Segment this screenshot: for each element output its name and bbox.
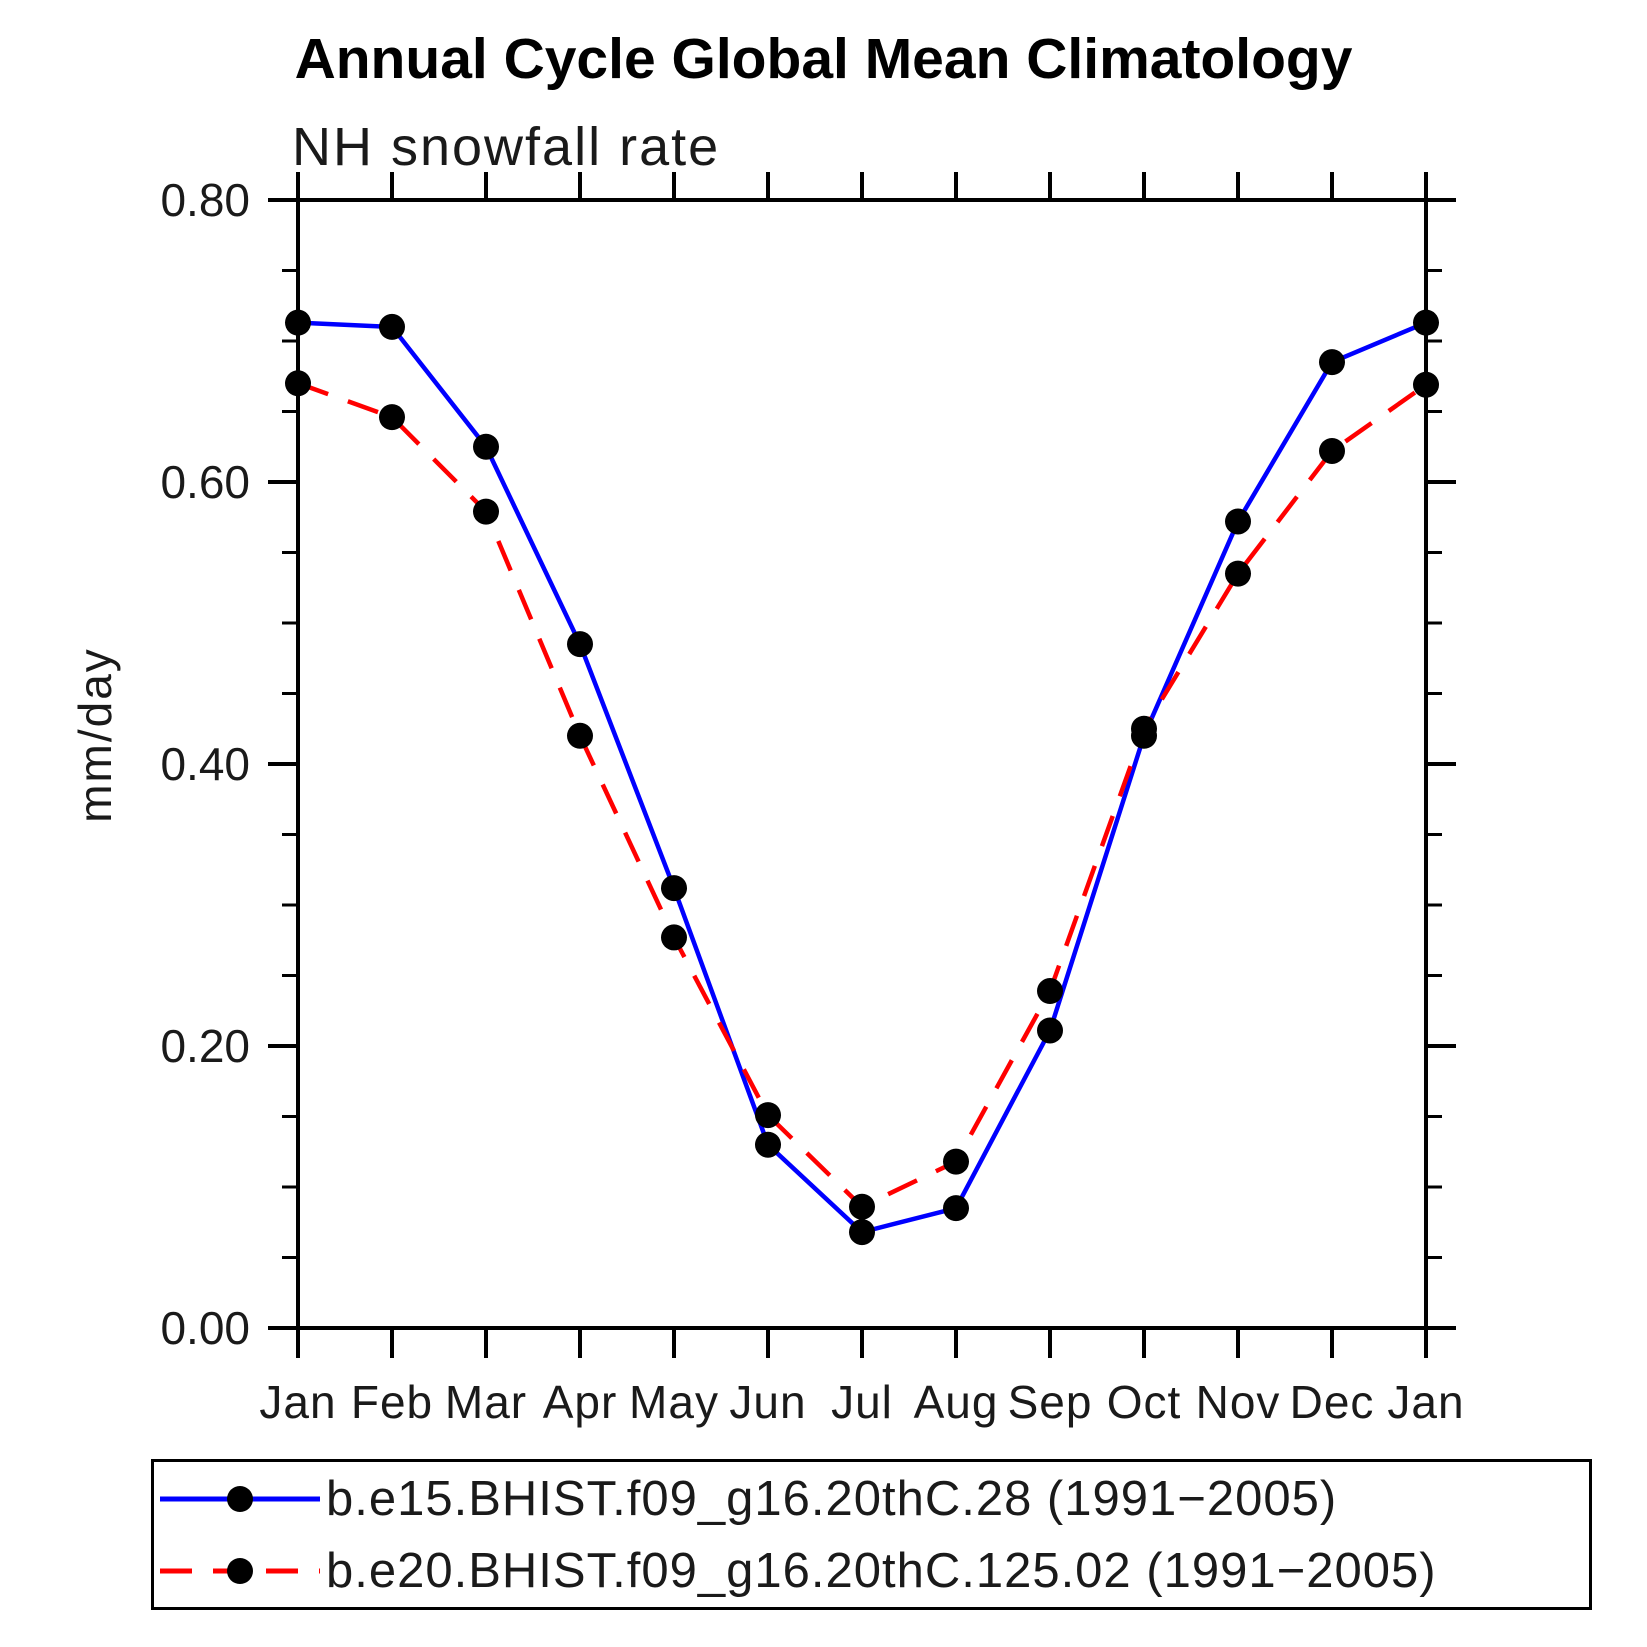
legend: b.e15.BHIST.f09_g16.20thC.28 (1991−2005)… — [151, 1459, 1592, 1610]
data-point-marker — [473, 498, 499, 525]
legend-marker-dot — [227, 1557, 253, 1584]
data-point-marker — [755, 1102, 781, 1129]
y-tick-label: 0.40 — [160, 738, 250, 790]
x-tick-label: Jan — [1387, 1376, 1464, 1428]
data-point-marker — [285, 309, 311, 336]
legend-line-sample-solid — [160, 1485, 320, 1512]
legend-line-sample-dashed — [160, 1557, 320, 1584]
chart-title: Annual Cycle Global Mean Climatology — [294, 27, 1353, 91]
data-point-marker — [1037, 978, 1063, 1005]
data-point-marker — [285, 370, 311, 397]
data-point-marker — [849, 1219, 875, 1246]
data-point-marker — [943, 1148, 969, 1175]
data-point-marker — [943, 1195, 969, 1222]
x-tick-label: Aug — [914, 1376, 999, 1428]
data-point-marker — [1037, 1017, 1063, 1044]
y-tick-label: 0.80 — [160, 174, 250, 226]
y-tick-label: 0.00 — [160, 1302, 250, 1354]
data-point-marker — [1225, 560, 1251, 587]
y-tick-label: 0.60 — [160, 456, 250, 508]
x-tick-label: Jan — [259, 1376, 336, 1428]
axes-frame — [296, 198, 1428, 1330]
x-tick-label: Apr — [543, 1376, 618, 1428]
x-tick-label: Dec — [1290, 1376, 1375, 1428]
x-tick-label: Mar — [445, 1376, 527, 1428]
data-point-marker — [379, 313, 405, 340]
x-tick-label: Nov — [1196, 1376, 1281, 1428]
x-tick-label: Jul — [831, 1376, 893, 1428]
series-line-solid — [297, 320, 1427, 1235]
legend-label-series-2: b.e20.BHIST.f09_g16.20thC.125.02 (1991−2… — [326, 1543, 1437, 1598]
chart-subtitle: NH snowfall rate — [292, 117, 721, 177]
data-point-marker — [1413, 371, 1439, 398]
legend-item-series-2: b.e20.BHIST.f09_g16.20thC.125.02 (1991−2… — [154, 1540, 1589, 1602]
data-point-marker — [379, 404, 405, 431]
series-line-dashed — [297, 381, 1428, 1210]
data-point-marker — [849, 1193, 875, 1220]
data-point-marker — [661, 924, 687, 951]
legend-label-series-1: b.e15.BHIST.f09_g16.20thC.28 (1991−2005) — [326, 1471, 1338, 1526]
legend-marker-dot — [227, 1485, 253, 1512]
data-point-marker — [1319, 349, 1345, 376]
x-tick-label: Jun — [729, 1376, 806, 1428]
data-point-marker — [1131, 715, 1157, 742]
x-tick-label: Feb — [351, 1376, 433, 1428]
data-point-marker — [755, 1131, 781, 1158]
data-point-marker — [661, 875, 687, 902]
x-tick-label: Sep — [1008, 1376, 1093, 1428]
legend-item-series-1: b.e15.BHIST.f09_g16.20thC.28 (1991−2005) — [154, 1468, 1589, 1530]
data-point-marker — [1225, 508, 1251, 535]
y-tick-label: 0.20 — [160, 1020, 250, 1072]
x-tick-label: Oct — [1107, 1376, 1182, 1428]
data-point-marker — [567, 631, 593, 658]
x-tick-label: May — [629, 1376, 719, 1428]
data-point-marker — [567, 722, 593, 749]
data-point-marker — [1319, 437, 1345, 464]
data-point-marker — [1413, 309, 1439, 336]
data-point-marker — [473, 433, 499, 460]
